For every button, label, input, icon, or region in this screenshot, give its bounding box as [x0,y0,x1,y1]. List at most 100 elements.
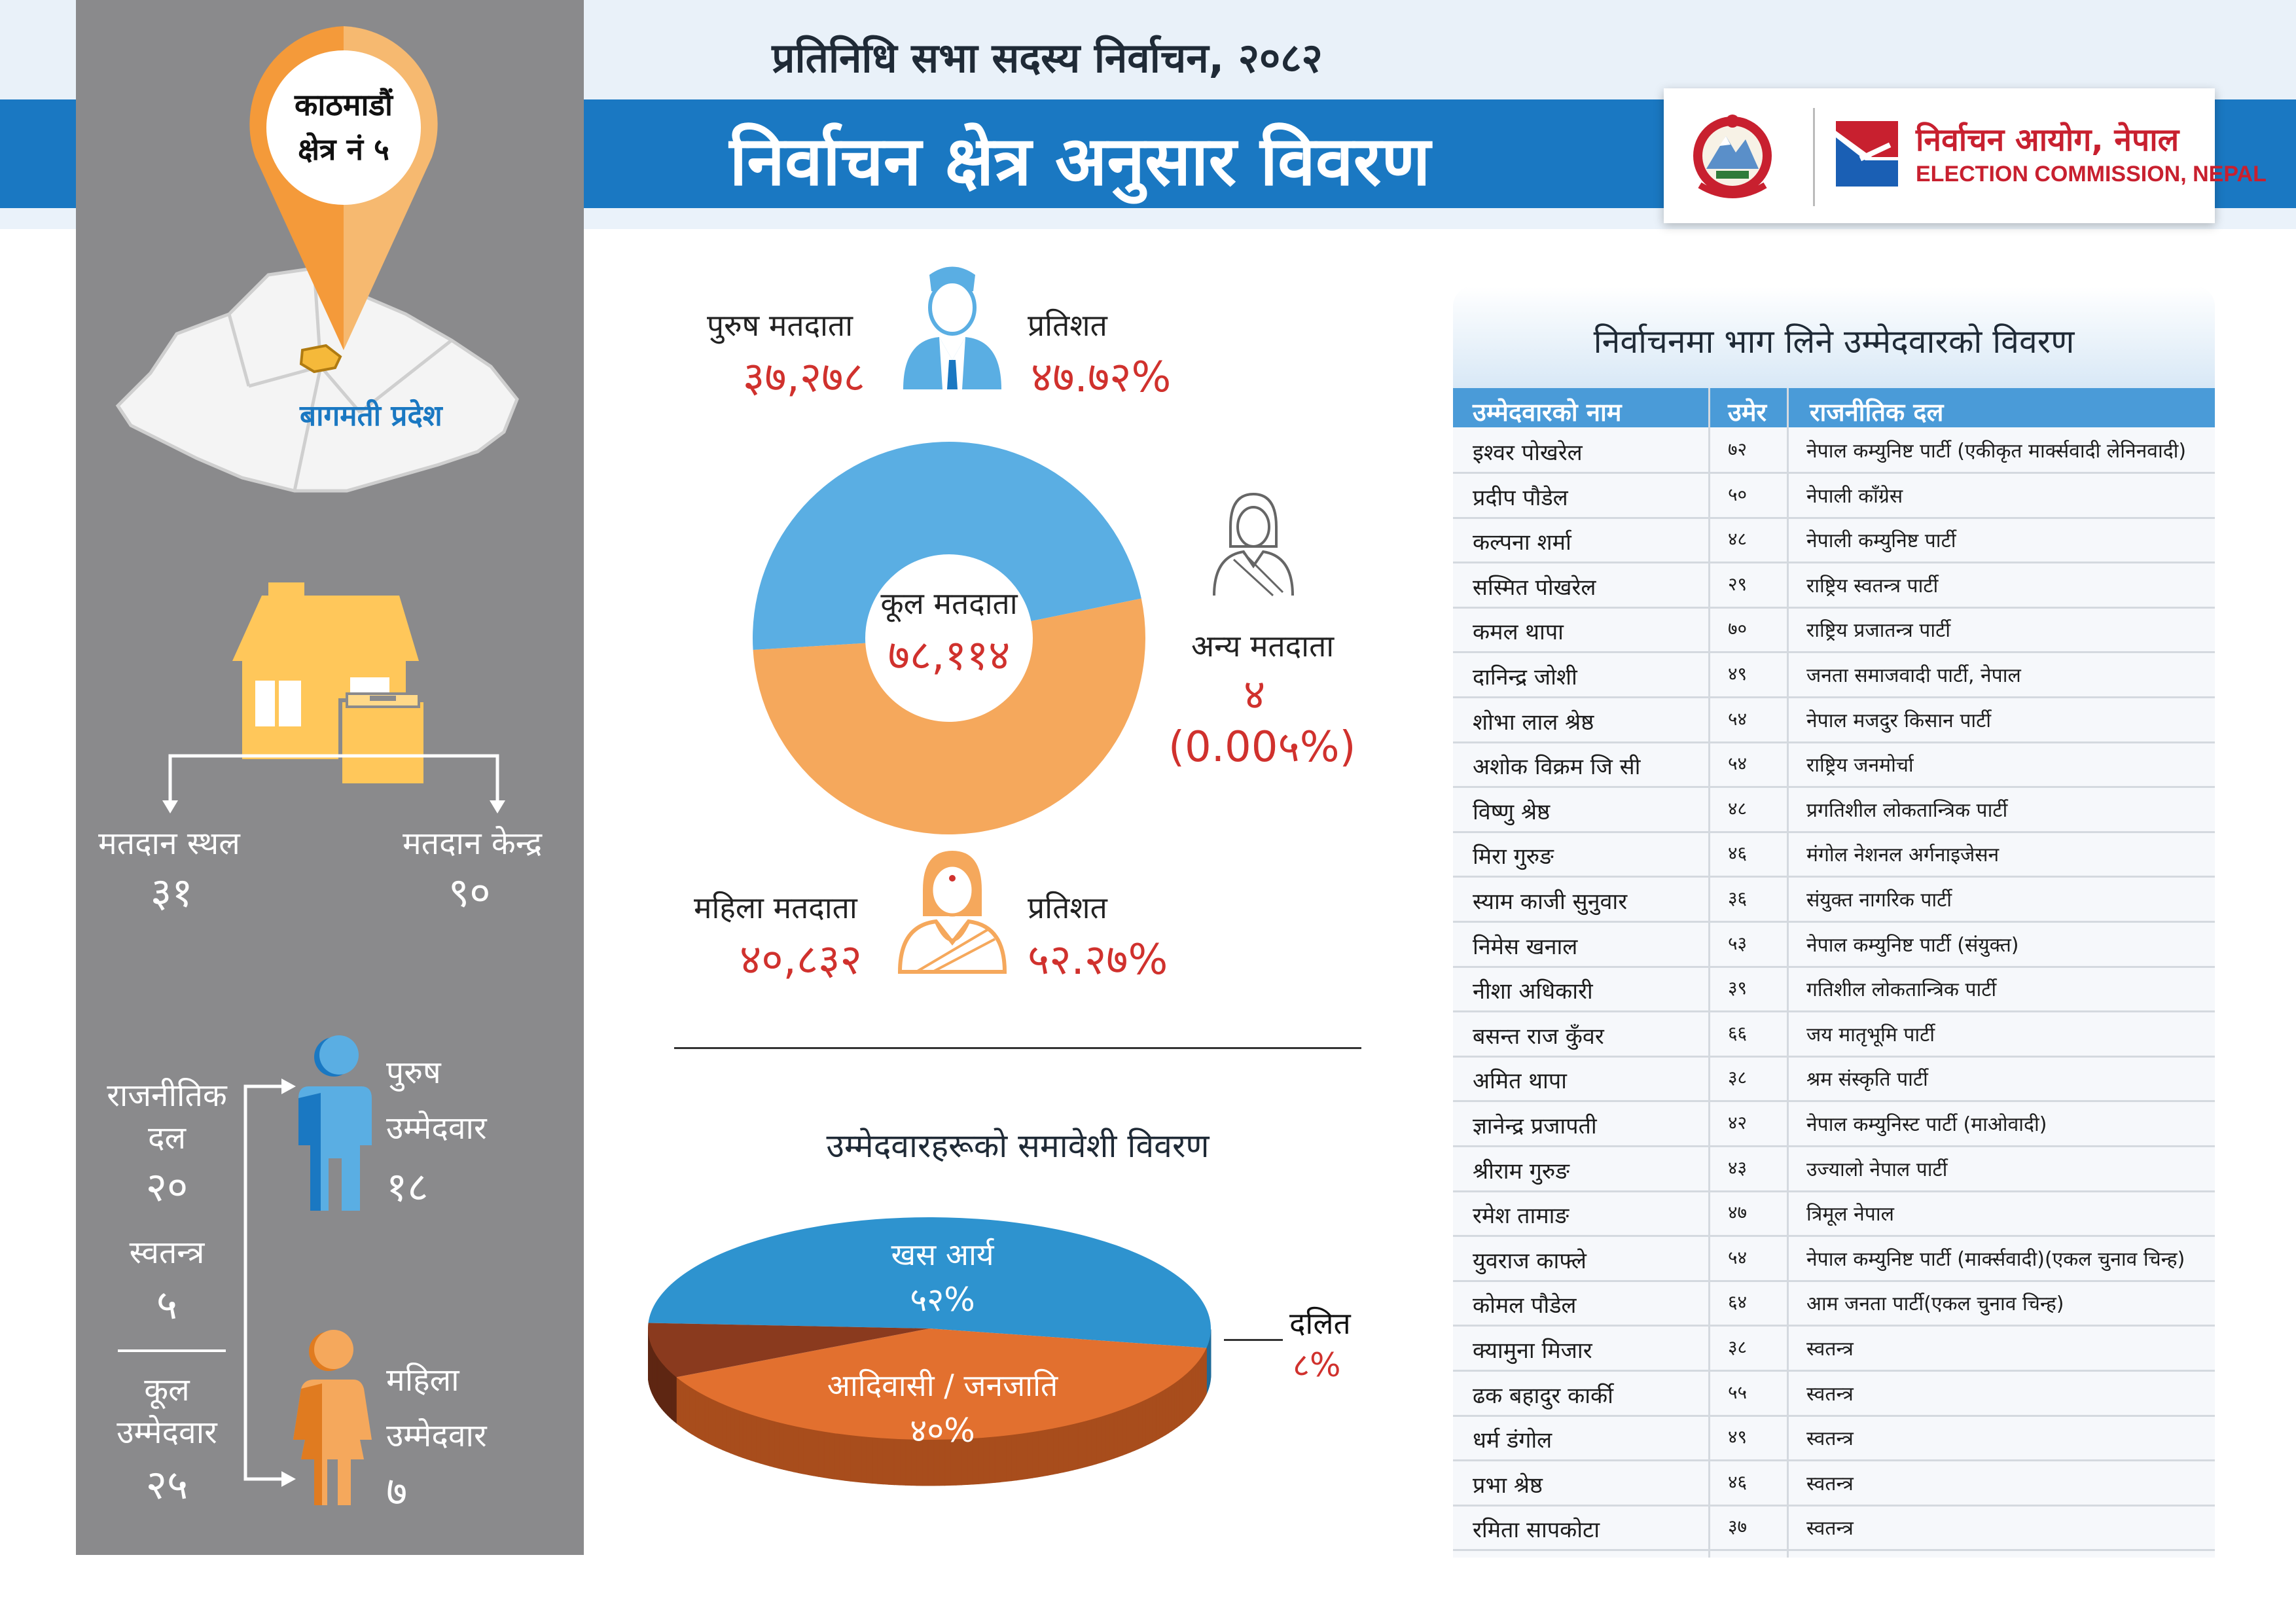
candidate-party: जनता समाजवादी पार्टी, नेपाल [1806,664,2021,687]
total-voters-value: ७८,११४ [888,632,1011,680]
janajati-label: आदिवासी / जनजाति [827,1368,1058,1403]
pie-slice-janajati-side [691,1387,696,1436]
pie-slice-janajati-side [1109,1412,1115,1461]
candidate-age: ४८ [1728,528,1748,550]
table-row: कोमल पौडेल ६४ आम जनता पार्टी(एकल चुनाव चिन… [1453,1280,2215,1327]
pie-slice-janajati-side [1082,1420,1088,1469]
col-header-age: उमेर [1728,398,1767,427]
pie-slice-janajati-side [704,1395,709,1444]
candidate-name: रमेश तामाङ [1473,1203,1570,1230]
pie-slice-janajati-side [1122,1407,1127,1456]
candidate-age: ७२ [1728,438,1748,460]
candidate-name: ढक बहादुर कार्की [1473,1382,1613,1409]
female-candidate-label-line2: उम्मेदवार [386,1418,487,1454]
candidate-age: ५५ [1728,1381,1748,1403]
candidate-age: ६४ [1728,1291,1748,1313]
pie-slice-janajati-side [1179,1376,1183,1426]
table-row: विष्णु श्रेष्ठ ४८ प्रगतिशील लोकतान्त्रिक प… [1453,787,2215,833]
pie-slice-janajati-side [768,1419,775,1468]
parties-value: २० [145,1163,188,1211]
independent-label: स्वतन्त्र [129,1234,205,1271]
candidate-name: मिरा गुरुङ [1473,844,1554,870]
pie-slice-janajati-side [774,1421,780,1469]
pie-slice-janajati-side [1158,1390,1163,1440]
page-subtitle: प्रतिनिधि सभा सदस्य निर्वाचन, २०८२ [772,34,1323,82]
candidate-party: स्वतन्त्र [1806,1472,1854,1495]
pie-slice-khas-arya [648,1217,1211,1348]
commission-name-np: निर्वाचन आयोग, नेपाल [1916,122,2179,158]
pie-slice-janajati-side [764,1418,770,1467]
pie-slice-janajati-side [1086,1419,1092,1467]
dalit-leader-line [1224,1339,1283,1341]
table-row: प्रदीप पौडेल ५० नेपाली काँग्रेस [1453,473,2215,519]
dalit-percent: ८% [1293,1346,1341,1384]
polling-place-label: मतदान स्थल [98,825,240,862]
pie-slice-dalit-side [669,1370,672,1420]
pie-slice-janajati-side [798,1426,804,1474]
table-row: श्रीराम गुरुङ ४३ उज्यालो नेपाल पार्टी [1453,1146,2215,1192]
pie-slice-janajati-side [1037,1429,1043,1478]
total-divider [118,1349,226,1352]
donut-slice-female [753,598,1145,834]
candidate-age: ५४ [1728,707,1748,730]
pie-slice-janajati-side [685,1383,690,1433]
pie-slice-janajati-side [813,1429,819,1477]
candidate-age: ३६ [1728,887,1748,909]
male-voter-icon [903,266,1001,389]
candidate-name: क्यामुना मिजार [1473,1338,1592,1364]
pie-slice-janajati-side [715,1400,719,1449]
candidate-name: धर्म डंगोल [1473,1427,1552,1454]
pie-slice-janajati-side [793,1425,799,1474]
candidate-age: ४६ [1728,1471,1748,1493]
pie-slice-janajati-side [1138,1400,1143,1450]
pie-slice-janajati-side [711,1398,716,1448]
polling-place-value: ३१ [151,868,193,916]
pie-slice-janajati-side [788,1424,794,1472]
female-voter-icon [897,851,1007,974]
polling-connector-lines [162,754,505,813]
pie-slice-janajati-side [742,1411,747,1460]
candidate-age: २९ [1728,573,1748,595]
female-candidate-label-line1: महिला [386,1362,459,1399]
table-row: नीशा अधिकारी ३९ गतिशील लोकतान्त्रिक पार्टी [1453,966,2215,1013]
female-percent-label: प्रतिशत [1028,890,1107,925]
pie-slice-janajati-side [1174,1380,1177,1430]
female-candidate-icon [293,1330,372,1505]
pie-slice-janajati-side [746,1412,752,1461]
commission-name-en: ELECTION COMMISSION, NEPAL [1916,162,2267,187]
table-title: निर्वाचनमा भाग लिने उम्मेदवारको विवरण [1593,323,2075,361]
pie-slice-janajati-side [751,1414,757,1463]
table-column-divider [1708,388,1710,1558]
pie-slice-janajati-side [823,1431,830,1479]
pie-slice-janajati-side [677,1378,681,1427]
female-percent-value: ५२.२७% [1028,936,1168,984]
pie-slice-janajati-side [1052,1427,1059,1475]
pie-slice-janajati-side [829,1432,835,1480]
table-row: युवराज काफ्ले ५४ नेपाल कम्युनिष्ट पार्टी (… [1453,1236,2215,1282]
candidate-party: श्रम संस्कृति पार्टी [1806,1068,1928,1092]
pie-slice-janajati-side [708,1397,712,1446]
candidate-age: ३९ [1728,977,1748,999]
candidate-name: शोभा लाल श्रेष्ठ [1473,709,1594,736]
candidate-name: नीशा अधिकारी [1473,978,1593,1005]
male-percent-value: ४७.७२% [1031,353,1172,402]
other-voters-percent: (0.00५%) [1168,723,1356,772]
candidate-party: प्रगतिशील लोकतान्त्रिक पार्टी [1806,798,2008,822]
candidate-age: ४९ [1728,1426,1748,1448]
candidate-party: संयुक्त नागरिक पार्टी [1806,889,1952,912]
table-row: अशोक विक्रम जि सी ५४ राष्ट्रिय जनमोर्चा [1453,741,2215,789]
pie-slice-janajati-side [1072,1422,1079,1471]
candidate-party: नेपाली कम्युनिष्ट पार्टी [1806,529,1956,553]
table-row: धर्म डंगोल ४९ स्वतन्त्र [1453,1415,2215,1462]
pie-slice-janajati-side [734,1408,740,1457]
pie-slice-janajati-side [1113,1410,1119,1459]
col-header-name: उम्मेदवारको नाम [1473,398,1622,427]
candidate-party: स्वतन्त्र [1806,1338,1854,1361]
total-label-line2: उम्मेदवार [117,1414,217,1451]
table-row: बसन्त राज कुँवर ६६ जय मातृभूमि पार्टी [1453,1011,2215,1058]
janajati-percent: ४०% [910,1412,975,1450]
voters-donut-chart [753,441,1145,834]
pie-slice-janajati-side [783,1423,789,1471]
pie-slice-janajati-side [1155,1392,1160,1441]
candidate-party: नेपाल कम्युनिस्ट पार्टी (माओवादी) [1806,1113,2047,1136]
